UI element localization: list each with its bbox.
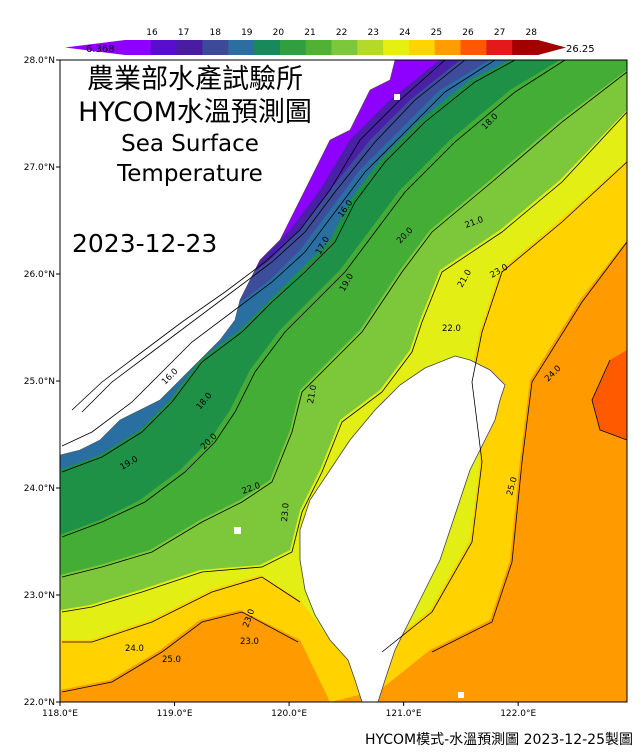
colorbar-swatch — [202, 40, 229, 55]
contour-label: 25.0 — [162, 655, 181, 665]
colorbar-swatch — [434, 40, 462, 55]
colorbar-tick-label: 26 — [462, 28, 474, 38]
colorbar-min-arrow — [65, 40, 125, 55]
english-title-line1: Sea Surface — [121, 131, 259, 157]
lat-tick-label: 22.0°N — [24, 698, 55, 708]
colorbar-tick-label: 20 — [273, 28, 285, 38]
sst-band-26 — [592, 350, 627, 440]
lon-tick-label: 122.0°E — [500, 709, 536, 719]
colorbar-tick-label: 23 — [367, 28, 378, 38]
org-title: 農業部水產試驗所 — [87, 64, 303, 95]
lon-tick-label: 118.0°E — [42, 709, 78, 719]
colorbar-swatch — [125, 40, 152, 55]
colorbar-swatch — [150, 40, 178, 55]
contour-label: 22.0 — [442, 324, 461, 334]
lon-tick-label: 120.0°E — [271, 709, 307, 719]
colorbar-swatch — [512, 40, 539, 55]
colorbar-swatches — [65, 40, 566, 55]
colorbar-tick-label: 18 — [209, 28, 221, 38]
colorbar-swatch — [228, 40, 255, 55]
colorbar-swatch — [408, 40, 436, 55]
contour-label: 23.0 — [280, 503, 292, 523]
mainland-china — [60, 60, 396, 456]
colorbar-tick-label: 22 — [336, 28, 347, 38]
islet-2 — [458, 692, 464, 698]
longitude-axis: 118.0°E 119.0°E 120.0°E 121.0°E 122.0°E — [42, 702, 536, 719]
penghu-islet — [234, 527, 241, 534]
colorbar-tick-label: 19 — [241, 28, 253, 38]
colorbar-tick-label: 27 — [494, 28, 505, 38]
colorbar-swatch — [486, 40, 513, 55]
lat-tick-label: 25.0°N — [24, 377, 55, 387]
colorbar-tick-label: 28 — [525, 28, 537, 38]
lat-tick-label: 28.0°N — [24, 56, 55, 66]
colorbar-swatch — [305, 40, 332, 55]
contour-lines — [61, 60, 627, 693]
colorbar-swatch — [357, 40, 384, 55]
colorbar-tick-label: 16 — [146, 28, 158, 38]
colorbar-ticks: 16 17 18 19 20 21 22 23 24 25 26 27 28 — [146, 28, 537, 38]
model-title: HYCOM水溫預測圖 — [78, 97, 312, 128]
colorbar: 16 17 18 19 20 21 22 23 24 25 26 27 28 6.368 26.25 — [65, 28, 595, 55]
colorbar-swatch — [383, 40, 410, 55]
colorbar-tick-label: 25 — [431, 28, 442, 38]
contour-label: 21.0 — [306, 384, 319, 404]
taiwan-island — [299, 355, 506, 702]
colorbar-swatch — [279, 40, 307, 55]
colorbar-max-label: 26.25 — [566, 44, 595, 55]
footer-caption: HYCOM模式-水溫預測圖 2023-12-25製圖 — [364, 732, 633, 748]
contour-label: 24.0 — [125, 644, 144, 654]
colorbar-swatch — [176, 40, 203, 55]
lat-tick-label: 27.0°N — [24, 163, 55, 173]
lat-tick-label: 24.0°N — [24, 484, 55, 494]
lon-tick-label: 121.0°E — [386, 709, 422, 719]
colorbar-swatch — [460, 40, 487, 55]
contour-label: 23.0 — [240, 637, 259, 647]
islet-3 — [394, 94, 400, 100]
colorbar-max-arrow — [538, 40, 566, 55]
english-title-line2: Temperature — [117, 161, 263, 187]
colorbar-min-label: 6.368 — [86, 44, 115, 55]
forecast-date: 2023-12-23 — [72, 229, 218, 258]
colorbar-swatch — [254, 40, 281, 55]
colorbar-swatch — [331, 40, 358, 55]
lon-tick-label: 119.0°E — [157, 709, 193, 719]
latitude-axis: 28.0°N 27.0°N 26.0°N 25.0°N 24.0°N 23.0°N 22.0… — [24, 56, 60, 708]
colorbar-tick-label: 21 — [304, 28, 315, 38]
lat-tick-label: 23.0°N — [24, 591, 55, 601]
contour-label: 25.0 — [505, 476, 520, 497]
colorbar-tick-label: 24 — [399, 28, 411, 38]
colorbar-tick-label: 17 — [178, 28, 189, 38]
lat-tick-label: 26.0°N — [24, 270, 55, 280]
